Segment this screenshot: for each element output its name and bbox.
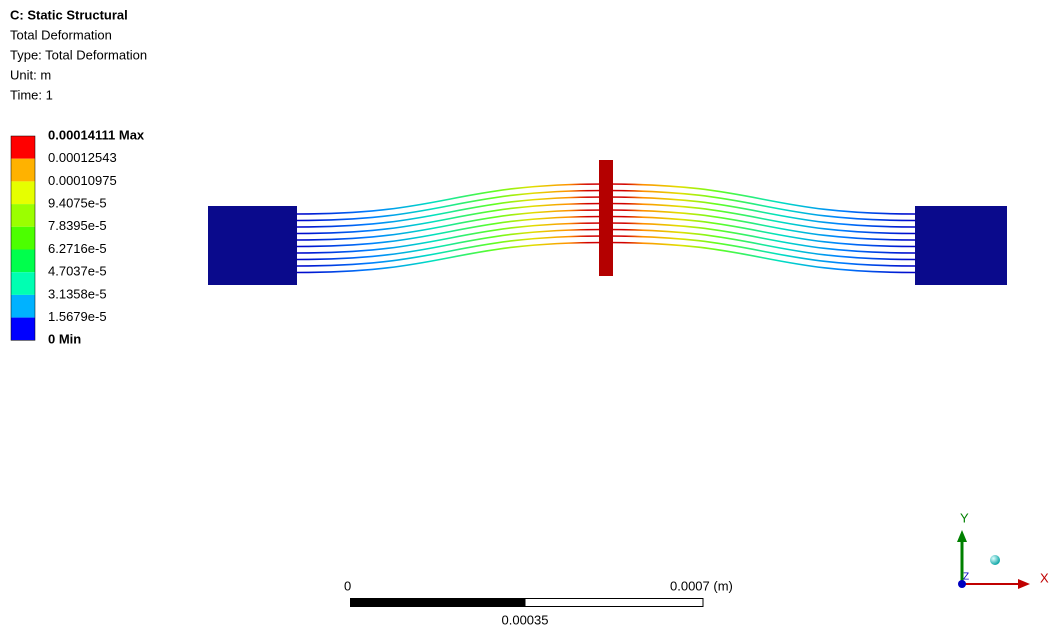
shuttle [599, 160, 613, 276]
y-label: Y [960, 510, 969, 525]
legend-label: 0 Min [48, 332, 81, 347]
legend-band [11, 227, 35, 250]
legend-label: 9.4075e-5 [48, 196, 107, 211]
header: C: Static Structural Total Deformation Ty… [10, 7, 147, 102]
legend-label: 7.8395e-5 [48, 218, 107, 233]
scale-mid: 0.00035 [502, 612, 549, 627]
y-arrow [957, 530, 967, 542]
triad: Y X Z [957, 510, 1049, 589]
z-label: Z [963, 572, 969, 583]
legend-label: 3.1358e-5 [48, 286, 107, 301]
legend-band [11, 181, 35, 204]
legend-label: 1.5679e-5 [48, 309, 107, 324]
rotation-center [990, 555, 1000, 565]
legend-band [11, 204, 35, 227]
legend: 0.00014111 Max 0.00012543 0.00010975 9.4075… [11, 127, 145, 346]
legend-label: 0.00010975 [48, 173, 117, 188]
header-line: Type: Total Deformation [10, 47, 147, 62]
header-line: Total Deformation [10, 27, 112, 42]
page: C: Static Structural Total Deformation Ty… [0, 0, 1056, 633]
left-block [208, 206, 297, 285]
x-label: X [1040, 570, 1049, 585]
legend-band [11, 136, 35, 159]
scale-white [525, 599, 703, 607]
header-line: Unit: m [10, 67, 51, 82]
legend-band [11, 295, 35, 318]
title: C: Static Structural [10, 7, 128, 22]
viewport: C: Static Structural Total Deformation Ty… [0, 0, 1056, 633]
legend-band [11, 318, 35, 341]
scale-start: 0 [344, 578, 351, 593]
right-block [915, 206, 1007, 285]
legend-label: 0.00012543 [48, 150, 117, 165]
legend-label: 4.7037e-5 [48, 264, 107, 279]
legend-label: 0.00014111 Max [48, 127, 145, 142]
legend-band [11, 250, 35, 273]
legend-label: 6.2716e-5 [48, 241, 107, 256]
scale-end: 0.0007 (m) [670, 578, 733, 593]
x-arrow [1018, 579, 1030, 589]
header-line: Time: 1 [10, 87, 53, 102]
scale-bar: 0 0.0007 (m) 0.00035 [344, 578, 733, 627]
legend-band [11, 272, 35, 295]
scale-black [350, 598, 525, 607]
legend-band [11, 159, 35, 182]
model [208, 160, 1007, 285]
